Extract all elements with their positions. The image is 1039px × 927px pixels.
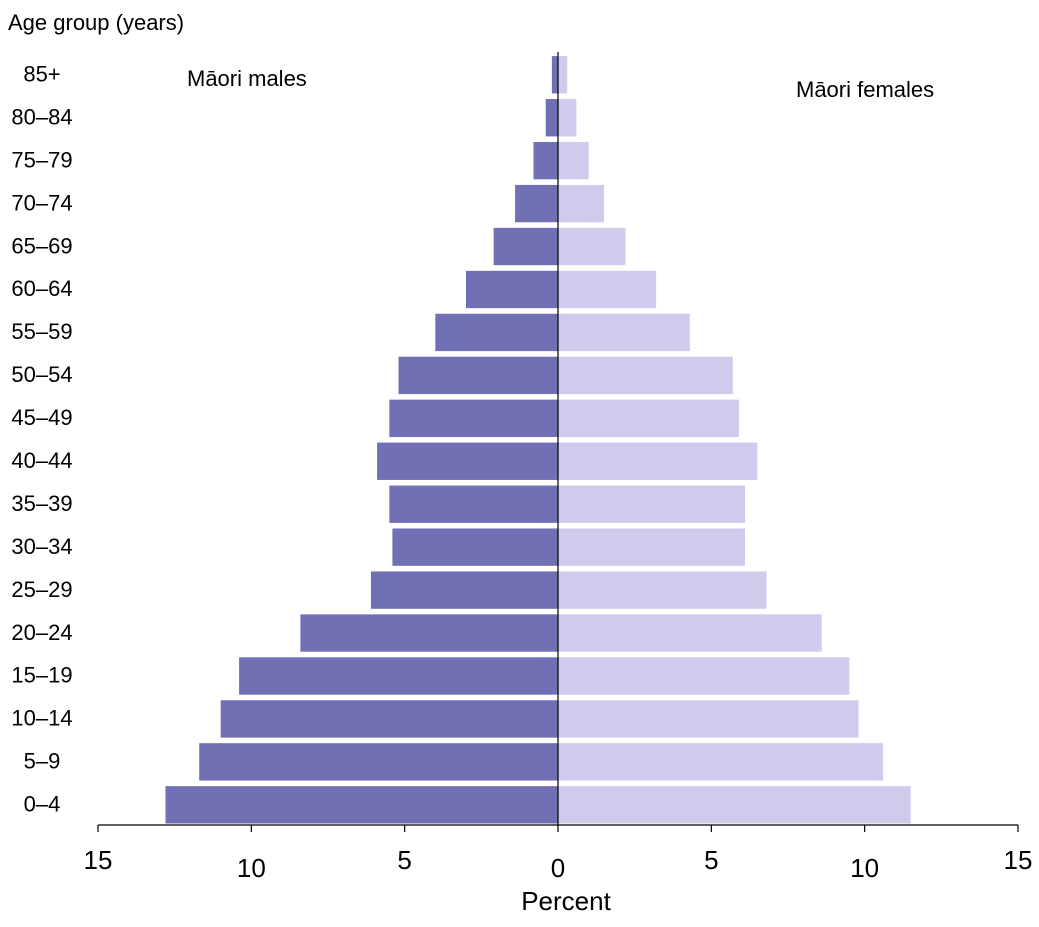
y-tick-label: 15–19 [11,663,72,688]
y-axis-title: Age group (years) [8,10,184,35]
male-series-label: Māori males [187,66,307,91]
x-tick-label: 0 [551,853,565,883]
y-tick-label: 40–44 [11,448,72,473]
male-bar-75–79 [533,141,558,180]
x-tick-label: 15 [84,845,113,875]
male-bar-5–9 [199,743,558,781]
y-tick-labels: 0–4 5–9 10–14 15–19 20–24 25–29 30–34 35–39 40–4… [11,61,72,816]
male-bar-15–19 [239,657,558,695]
x-axis-title: Percent [521,886,611,916]
male-bar-40–44 [377,442,558,480]
y-tick-label: 30–34 [11,534,72,559]
y-tick-label: 45–49 [11,405,72,430]
male-bar-35–39 [389,485,558,523]
male-bar-70–74 [515,184,558,223]
female-bar-65–69 [558,227,626,266]
x-tick-label: 10 [850,853,879,883]
y-tick-label: 65–69 [11,233,72,258]
x-tick-label: 15 [1004,845,1033,875]
female-bar-25–29 [558,571,767,609]
female-bar-75–79 [558,141,589,180]
y-tick-label: 75–79 [11,147,72,172]
female-bar-35–39 [558,485,746,523]
x-tick-label: 5 [704,845,718,875]
bars [165,56,911,824]
female-bar-70–74 [558,184,604,223]
x-axis: 15 10 5 0 5 10 15 [84,52,1033,883]
male-bar-55–59 [435,313,558,352]
female-bar-5–9 [558,743,884,781]
y-tick-label: 35–39 [11,491,72,516]
y-tick-label: 60–64 [11,276,72,301]
y-tick-label: 50–54 [11,362,72,387]
male-bar-10–14 [220,700,559,738]
female-bar-0–4 [558,786,911,824]
male-bar-60–64 [466,270,558,309]
female-bar-30–34 [558,528,746,566]
male-bar-65–69 [493,227,558,266]
female-bar-10–14 [558,700,859,738]
male-bar-0–4 [165,786,558,824]
male-bar-30–34 [392,528,558,566]
female-bar-80–84 [558,99,577,137]
series-labels: Māori males Māori females [187,66,934,102]
y-tick-label: 85+ [23,61,60,86]
y-tick-label: 55–59 [11,319,72,344]
female-bar-45–49 [558,399,739,437]
female-bar-85+ [558,56,568,94]
female-bar-60–64 [558,270,657,309]
y-tick-label: 0–4 [24,792,61,817]
y-tick-label: 10–14 [11,706,72,731]
x-tick-label: 5 [397,845,411,875]
y-tick-label: 80–84 [11,104,72,129]
female-bar-40–44 [558,442,758,480]
male-bar-25–29 [370,571,558,609]
male-bar-50–54 [398,356,558,395]
male-bar-45–49 [389,399,558,437]
male-bar-80–84 [545,99,558,137]
y-tick-label: 5–9 [24,749,61,774]
y-tick-label: 70–74 [11,190,72,215]
y-tick-label: 25–29 [11,577,72,602]
male-bar-85+ [551,56,558,94]
female-bar-50–54 [558,356,733,395]
female-bar-15–19 [558,657,850,695]
y-tick-label: 20–24 [11,620,72,645]
female-bar-55–59 [558,313,690,352]
x-tick-label: 10 [237,853,266,883]
female-bar-20–24 [558,614,822,652]
male-bar-20–24 [300,614,558,652]
female-series-label: Māori females [796,77,934,102]
